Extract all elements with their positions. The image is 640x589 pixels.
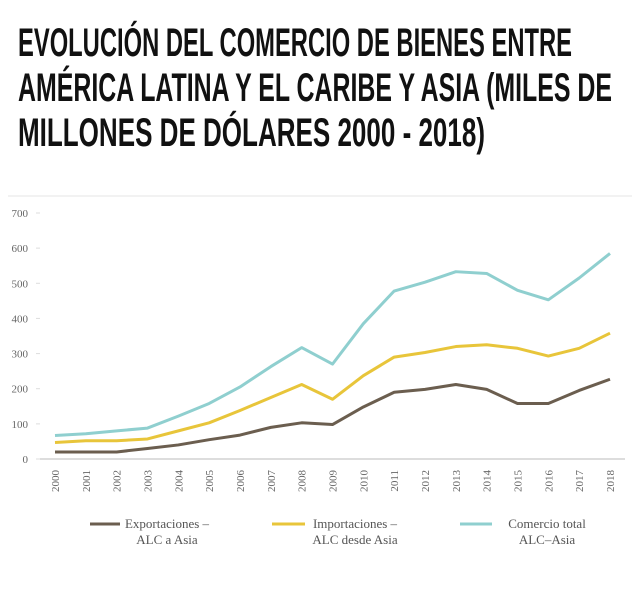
y-tick-label: 0 [23, 454, 29, 466]
x-tick-label: 2007 [266, 470, 278, 493]
x-tick-label: 2011 [389, 470, 401, 492]
y-tick-label: 400 [12, 313, 29, 325]
x-tick-label: 2003 [143, 470, 155, 493]
legend-label: Comercio total ALC–Asia [508, 516, 586, 547]
x-tick-label: 2014 [482, 469, 494, 492]
x-tick-label: 2001 [81, 470, 93, 492]
series-line [55, 377, 611, 454]
y-tick-label: 200 [12, 384, 29, 396]
x-tick-label: 2013 [451, 470, 463, 493]
x-tick-label: 2018 [605, 470, 617, 493]
series-line [54, 331, 611, 444]
legend-label: Importaciones – ALC desde Asia [312, 516, 398, 547]
x-tick-label: 2004 [173, 470, 185, 493]
chart-title: AMÉRICA LATINA Y EL CARIBE Y ASIA (MILES… [18, 65, 612, 110]
x-tick-label: 2009 [328, 470, 340, 493]
x-tick-label: 2017 [574, 470, 586, 493]
x-tick-label: 2012 [420, 470, 432, 492]
y-tick-label: 700 [12, 208, 29, 220]
x-tick-label: 2000 [50, 470, 62, 493]
y-tick-label: 500 [12, 278, 29, 290]
x-tick-label: 2015 [513, 470, 525, 493]
x-tick-label: 2016 [543, 470, 555, 493]
series-line [54, 252, 611, 437]
y-tick-label: 600 [12, 243, 29, 255]
y-tick-label: 300 [12, 349, 29, 361]
x-tick-label: 2002 [112, 470, 124, 492]
chart-title: EVOLUCIÓN DEL COMERCIO DE BIENES ENTRE [18, 19, 572, 65]
legend-label: Exportaciones – ALC a Asia [124, 516, 210, 547]
x-tick-label: 2006 [235, 470, 247, 493]
chart-title: MILLONES DE DÓLARES 2000 - 2018) [18, 109, 485, 155]
x-tick-label: 2005 [204, 470, 216, 493]
x-tick-label: 2010 [358, 470, 370, 493]
y-tick-label: 100 [12, 419, 29, 431]
x-tick-label: 2008 [297, 470, 309, 493]
